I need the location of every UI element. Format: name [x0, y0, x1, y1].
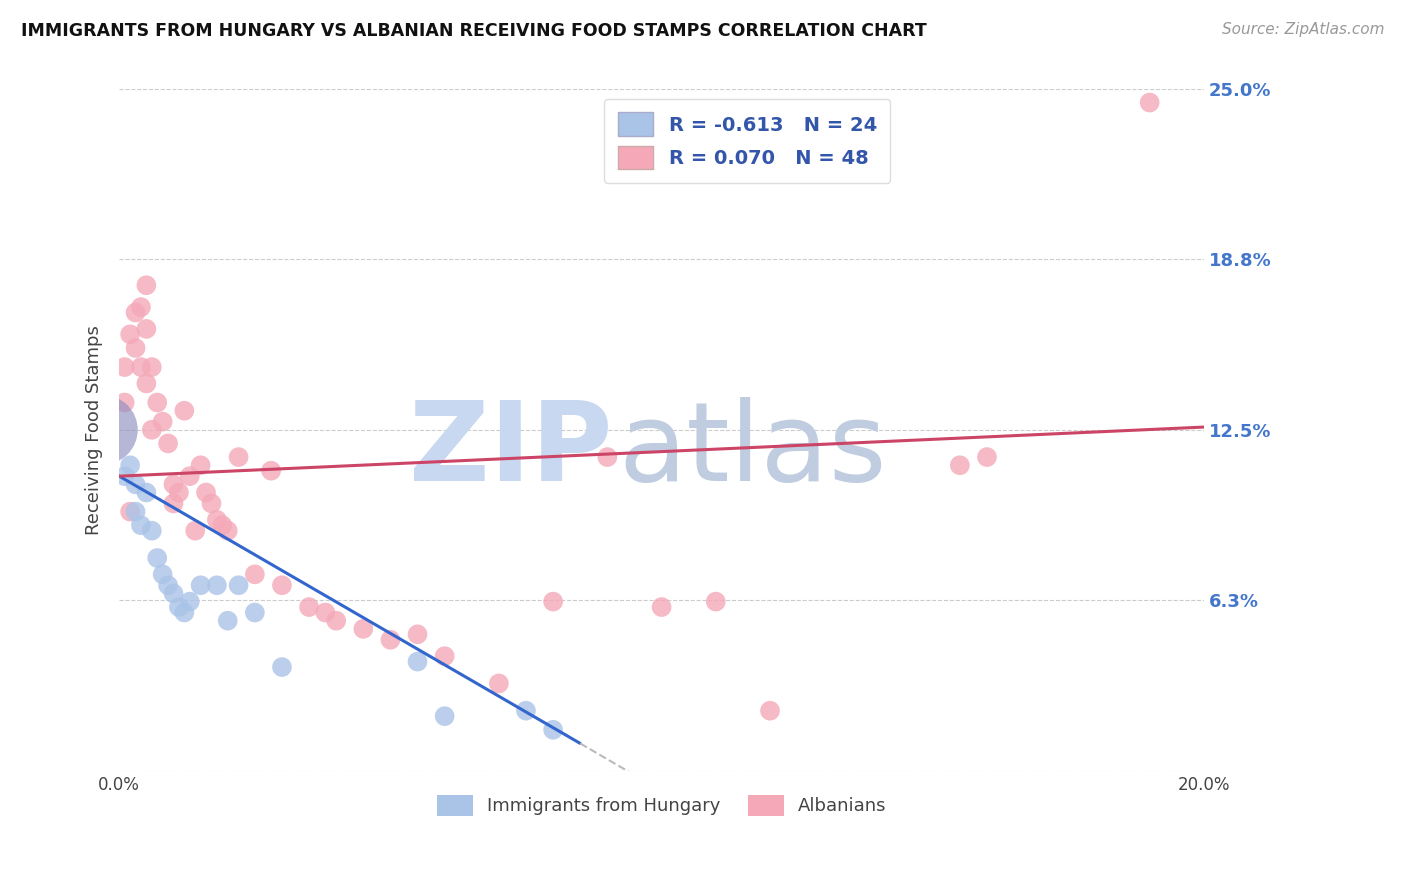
Point [114, 360, 136, 375]
Point [146, 551, 169, 566]
Legend: Immigrants from Hungary, Albanians: Immigrants from Hungary, Albanians [429, 788, 894, 823]
Point [179, 594, 201, 608]
Point [704, 594, 727, 608]
Point [114, 469, 136, 483]
Point [124, 477, 146, 491]
Point [205, 578, 228, 592]
Point [314, 606, 336, 620]
Point [596, 450, 619, 464]
Point [173, 606, 195, 620]
Point [167, 600, 190, 615]
Point [298, 600, 321, 615]
Point [190, 578, 212, 592]
Point [217, 524, 239, 538]
Point [228, 578, 250, 592]
Point [541, 594, 564, 608]
Point [120, 327, 142, 342]
Point [129, 518, 152, 533]
Point [146, 395, 169, 409]
Point [651, 600, 673, 615]
Point [433, 709, 456, 723]
Point [124, 341, 146, 355]
Point [190, 458, 212, 473]
Point [200, 496, 222, 510]
Point [124, 505, 146, 519]
Point [271, 660, 294, 674]
Point [157, 578, 180, 592]
Point [380, 632, 402, 647]
Point [141, 360, 163, 375]
Point [129, 360, 152, 375]
Point [167, 485, 190, 500]
Point [1139, 95, 1161, 110]
Point [135, 485, 157, 500]
Point [91, 423, 114, 437]
Point [157, 436, 180, 450]
Point [211, 518, 233, 533]
Point [195, 485, 218, 500]
Point [433, 649, 456, 664]
Point [406, 655, 429, 669]
Point [243, 567, 266, 582]
Point [949, 458, 972, 473]
Point [325, 614, 347, 628]
Point [243, 606, 266, 620]
Point [135, 322, 157, 336]
Point [141, 524, 163, 538]
Point [260, 464, 283, 478]
Point [488, 676, 510, 690]
Point [162, 496, 184, 510]
Text: ZIP: ZIP [409, 397, 613, 504]
Point [217, 614, 239, 628]
Point [152, 567, 174, 582]
Point [541, 723, 564, 737]
Point [759, 704, 782, 718]
Point [406, 627, 429, 641]
Point [120, 505, 142, 519]
Point [352, 622, 374, 636]
Point [205, 513, 228, 527]
Text: IMMIGRANTS FROM HUNGARY VS ALBANIAN RECEIVING FOOD STAMPS CORRELATION CHART: IMMIGRANTS FROM HUNGARY VS ALBANIAN RECE… [21, 22, 927, 40]
Point [152, 415, 174, 429]
Point [114, 395, 136, 409]
Y-axis label: Receiving Food Stamps: Receiving Food Stamps [86, 325, 103, 534]
Point [135, 278, 157, 293]
Point [515, 704, 537, 718]
Point [173, 403, 195, 417]
Point [141, 423, 163, 437]
Text: atlas: atlas [619, 397, 887, 504]
Point [179, 469, 201, 483]
Text: Source: ZipAtlas.com: Source: ZipAtlas.com [1222, 22, 1385, 37]
Point [271, 578, 294, 592]
Point [184, 524, 207, 538]
Point [162, 477, 184, 491]
Point [124, 305, 146, 319]
Point [976, 450, 998, 464]
Point [228, 450, 250, 464]
Point [135, 376, 157, 391]
Point [162, 586, 184, 600]
Point [120, 458, 142, 473]
Point [129, 300, 152, 314]
